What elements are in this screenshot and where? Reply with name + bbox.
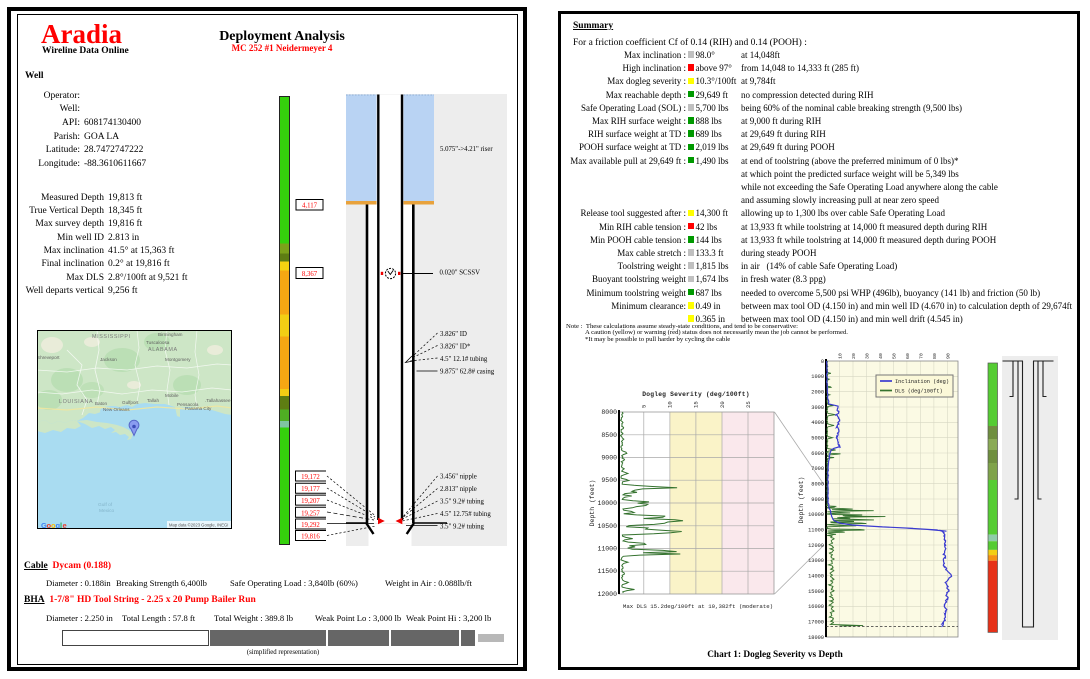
svg-text:5: 5 [641, 405, 648, 408]
svg-text:90: 90 [945, 353, 951, 359]
svg-text:New Orleans: New Orleans [103, 407, 130, 412]
svg-text:19,172: 19,172 [301, 474, 320, 481]
svg-text:5000: 5000 [811, 436, 824, 442]
svg-text:4000: 4000 [811, 420, 824, 426]
svg-text:11000: 11000 [597, 546, 617, 553]
svg-text:20: 20 [719, 401, 726, 408]
svg-text:3.5" 9.2# tubing: 3.5" 9.2# tubing [440, 499, 485, 506]
svg-text:8000: 8000 [811, 482, 824, 488]
svg-text:80: 80 [932, 353, 938, 359]
svg-text:Gulf of: Gulf of [98, 502, 113, 508]
svg-text:Shreveport: Shreveport [37, 355, 60, 360]
svg-text:Panama City: Panama City [185, 406, 212, 411]
svg-text:e: e [63, 521, 67, 529]
svg-text:DLS (deg/100ft): DLS (deg/100ft) [895, 389, 943, 395]
svg-text:3.456" nipple: 3.456" nipple [440, 474, 477, 481]
svg-text:2000: 2000 [811, 390, 824, 396]
svg-text:50: 50 [892, 353, 898, 359]
svg-text:9500: 9500 [601, 477, 617, 484]
svg-text:3000: 3000 [811, 405, 824, 411]
svg-text:ALABAMA: ALABAMA [148, 347, 178, 353]
svg-text:30: 30 [865, 353, 871, 359]
svg-text:Birmingham: Birmingham [158, 332, 183, 337]
svg-text:19,292: 19,292 [301, 522, 320, 529]
svg-text:15: 15 [693, 401, 700, 408]
svg-text:Mexico: Mexico [99, 508, 115, 514]
svg-text:Tallah: Tallah [147, 398, 159, 403]
svg-text:Tuscaloosa: Tuscaloosa [146, 340, 170, 345]
svg-text:19,177: 19,177 [301, 486, 320, 493]
svg-text:19,816: 19,816 [301, 534, 320, 541]
svg-text:12000: 12000 [808, 543, 824, 549]
svg-text:.Tallahassee: .Tallahassee [205, 398, 231, 403]
svg-text:10000: 10000 [597, 500, 617, 507]
svg-text:8000: 8000 [601, 409, 617, 416]
svg-text:8500: 8500 [601, 432, 617, 439]
svg-text:5.075"->4.21" riser: 5.075"->4.21" riser [440, 146, 493, 153]
svg-text:2.813" nipple: 2.813" nipple [440, 486, 477, 493]
svg-text:Pensacola: Pensacola [177, 402, 199, 407]
svg-text:15000: 15000 [808, 589, 824, 595]
svg-text:3.5" 9.2# tubing: 3.5" 9.2# tubing [440, 524, 485, 531]
svg-text:o: o [47, 521, 52, 529]
svg-text:Inclination (deg): Inclination (deg) [895, 379, 949, 385]
svg-text:4,117: 4,117 [302, 203, 318, 210]
svg-text:3.826" ID*: 3.826" ID* [440, 344, 471, 351]
svg-text:60: 60 [905, 353, 911, 359]
svg-text:Max DLS 15.2deg/100ft at 10,38: Max DLS 15.2deg/100ft at 10,382ft (moder… [623, 603, 773, 610]
svg-text:3.826" ID: 3.826" ID [440, 331, 467, 338]
svg-text:G: G [41, 521, 47, 529]
svg-text:Depth (feet): Depth (feet) [589, 480, 596, 527]
svg-text:o: o [51, 521, 56, 529]
svg-text:18000: 18000 [808, 635, 824, 641]
svg-text:10: 10 [838, 353, 844, 359]
svg-text:20: 20 [851, 353, 857, 359]
svg-text:9000: 9000 [601, 455, 617, 462]
svg-text:19,207: 19,207 [301, 498, 320, 505]
svg-text:16000: 16000 [808, 604, 824, 610]
svg-text:14000: 14000 [808, 574, 824, 580]
svg-text:10: 10 [667, 401, 674, 408]
svg-text:40: 40 [878, 353, 884, 359]
svg-text:Mobile: Mobile [165, 393, 179, 398]
svg-text:Baton: Baton [95, 401, 108, 406]
svg-text:Gulfport: Gulfport [122, 400, 139, 405]
svg-text:4.5" 12.1# tubing: 4.5" 12.1# tubing [440, 356, 488, 363]
svg-text:0.020" SCSSV: 0.020" SCSSV [440, 270, 481, 277]
svg-text:Map data ©2023 Google, INEGI: Map data ©2023 Google, INEGI [169, 523, 228, 528]
svg-text:10500: 10500 [597, 523, 617, 530]
svg-text:17000: 17000 [808, 620, 824, 626]
svg-text:25: 25 [745, 401, 752, 408]
svg-text:l: l [60, 521, 62, 529]
svg-text:7000: 7000 [811, 466, 824, 472]
svg-text:11500: 11500 [597, 568, 617, 575]
svg-text:Jackson: Jackson [100, 357, 117, 362]
svg-text:19,257: 19,257 [301, 510, 320, 517]
svg-text:10000: 10000 [808, 512, 824, 518]
svg-text:Dogleg Severity (deg/100ft): Dogleg Severity (deg/100ft) [642, 391, 749, 398]
svg-text:12000: 12000 [597, 591, 617, 598]
svg-text:Depth (feet): Depth (feet) [798, 477, 805, 524]
svg-text:70: 70 [918, 353, 924, 359]
svg-text:0: 0 [821, 359, 824, 365]
svg-text:1000: 1000 [811, 374, 824, 380]
svg-text:9000: 9000 [811, 497, 824, 503]
svg-text:4.5" 12.75# tubing: 4.5" 12.75# tubing [440, 511, 491, 518]
svg-text:8,367: 8,367 [302, 271, 318, 278]
svg-text:g: g [56, 521, 61, 529]
svg-text:Montgomery: Montgomery [165, 357, 191, 362]
svg-text:6000: 6000 [811, 451, 824, 457]
svg-text:13000: 13000 [808, 558, 824, 564]
svg-text:MISSISSIPPI: MISSISSIPPI [92, 334, 131, 340]
svg-text:11000: 11000 [808, 528, 824, 534]
svg-text:9.875" 62.8# casing: 9.875" 62.8# casing [440, 369, 495, 376]
svg-text:LOUISIANA: LOUISIANA [59, 399, 93, 405]
